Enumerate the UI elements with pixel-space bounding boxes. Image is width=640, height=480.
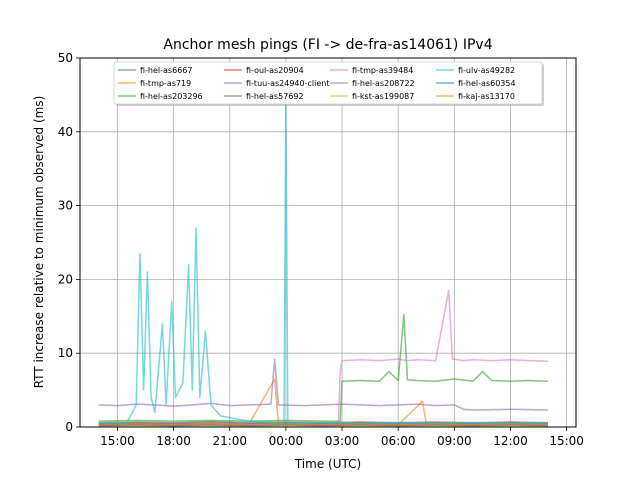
- legend-label: fi-hel-as6667: [140, 66, 192, 75]
- x-axis-label: Time (UTC): [294, 457, 361, 471]
- legend-label: fi-kst-as199087: [352, 92, 414, 101]
- y-axis-label: RTT increase relative to minimum observe…: [32, 96, 46, 389]
- y-tick-label: 10: [58, 346, 73, 360]
- x-tick-label: 03:00: [325, 434, 360, 448]
- y-tick-label: 20: [58, 272, 73, 286]
- y-axis: 0 10 20 30 40 50: [58, 51, 80, 434]
- y-tick-label: 50: [58, 51, 73, 65]
- legend-label: fi-tmp-as39484: [352, 66, 413, 75]
- series-line-fi-tuu-as24940-client: [98, 358, 548, 411]
- series-line-fi-kaj-as13170: [98, 423, 548, 426]
- legend-label: fi-hel-as60354: [458, 79, 516, 88]
- series-layer: [98, 94, 548, 428]
- x-tick-label: 18:00: [156, 434, 191, 448]
- y-tick-label: 30: [58, 199, 73, 213]
- legend-label: fi-hel-as208722: [352, 79, 415, 88]
- x-tick-label: 15:00: [549, 434, 584, 448]
- series-line-fi-hel-as57692: [98, 422, 548, 425]
- legend-label: fi-tmp-as719: [140, 79, 191, 88]
- legend-label: fi-tuu-as24940-client: [246, 79, 329, 88]
- series-line-fi-kst-as199087: [98, 424, 548, 428]
- legend-box: [113, 61, 543, 105]
- x-tick-label: 09:00: [437, 434, 472, 448]
- series-line-fi-hel-as203296: [98, 314, 548, 422]
- x-tick-label: 15:00: [100, 434, 135, 448]
- series-line-fi-tmp-as39484: [337, 289, 548, 424]
- chart-title: Anchor mesh pings (FI -> de-fra-as14061)…: [163, 37, 492, 53]
- legend-label: fi-hel-as203296: [140, 92, 203, 101]
- x-tick-label: 21:00: [212, 434, 247, 448]
- legend-label: fi-oul-as20904: [246, 66, 304, 75]
- y-tick-label: 40: [58, 125, 73, 139]
- legend-label: fi-ulv-as49282: [458, 66, 515, 75]
- legend-label: fi-kaj-as13170: [458, 92, 515, 101]
- plot-frame: [79, 57, 577, 428]
- x-tick-label: 12:00: [493, 434, 528, 448]
- legend: fi-hel-as6667 fi-tmp-as719 fi-hel-as203296…: [113, 61, 544, 106]
- y-tick-label: 0: [65, 420, 73, 434]
- x-tick-label: 00:00: [269, 434, 304, 448]
- x-tick-label: 06:00: [381, 434, 416, 448]
- plot-area: [80, 58, 576, 427]
- x-axis: 15:00 18:00 21:00 00:00 03:00 06:00 09:00 12:00…: [100, 427, 584, 448]
- legend-label: fi-hel-as57692: [246, 92, 304, 101]
